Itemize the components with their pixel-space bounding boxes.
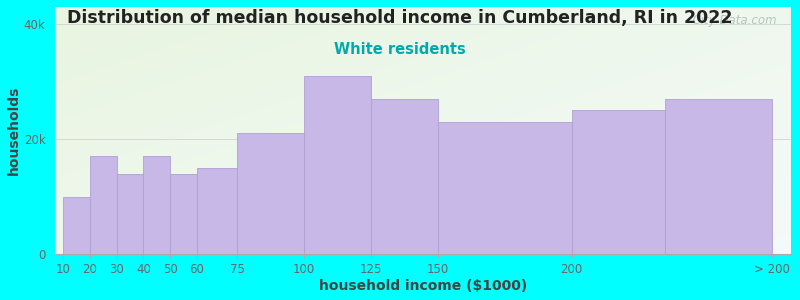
X-axis label: household income ($1000): household income ($1000) (319, 279, 527, 293)
Bar (571, 110, 665, 254)
Text: City-Data.com: City-Data.com (685, 14, 776, 27)
Bar (117, 174, 143, 254)
Bar (665, 99, 772, 254)
Bar (63, 197, 90, 254)
Text: White residents: White residents (334, 42, 466, 57)
Bar (304, 76, 371, 254)
Bar (237, 134, 304, 254)
Bar (197, 168, 237, 254)
Bar (90, 157, 117, 254)
Text: Distribution of median household income in Cumberland, RI in 2022: Distribution of median household income … (67, 9, 733, 27)
Bar (371, 99, 438, 254)
Bar (143, 157, 170, 254)
Bar (170, 174, 197, 254)
Y-axis label: households: households (7, 86, 21, 175)
Bar (438, 122, 571, 254)
